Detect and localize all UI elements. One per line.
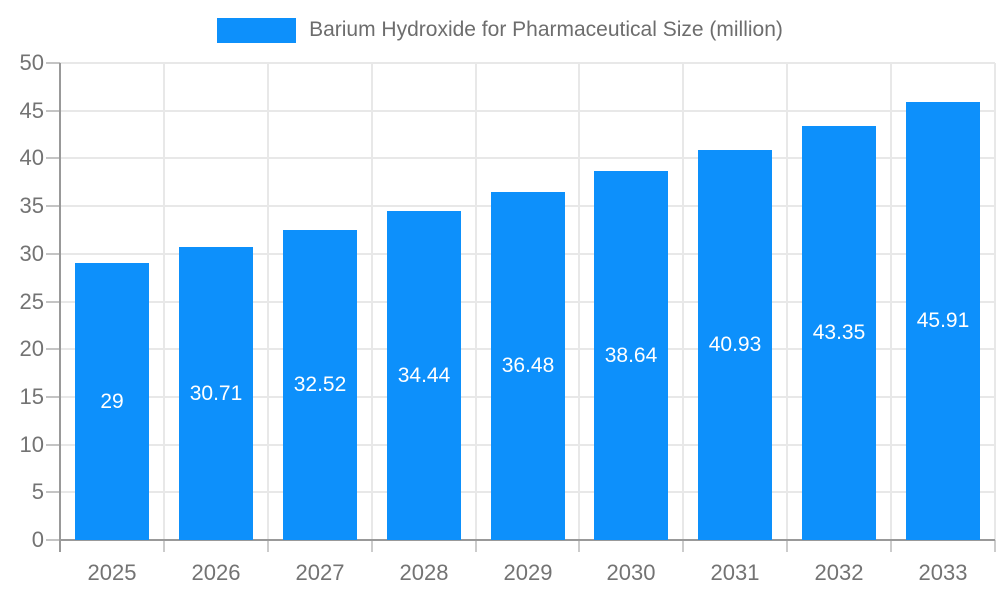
gridline-vertical: [162, 63, 165, 540]
y-axis-tick-label: 0: [31, 527, 44, 552]
bar-2029[interactable]: [491, 192, 565, 540]
gridline-horizontal: [60, 62, 995, 64]
y-axis-tick: [46, 205, 60, 208]
x-axis-tick-label: 2029: [503, 560, 553, 585]
x-axis-tick-label: 2026: [191, 560, 241, 585]
y-axis-tick-label: 15: [19, 383, 44, 409]
gridline-vertical: [578, 63, 581, 540]
bar-value-label: 43.35: [812, 321, 866, 344]
bar-value-label: 38.64: [604, 344, 658, 367]
bar-2031[interactable]: [698, 150, 772, 540]
gridline-vertical: [682, 63, 685, 540]
y-axis-tick: [46, 348, 60, 351]
y-axis-tick-label: 10: [19, 431, 44, 457]
y-axis-tick-label: 20: [19, 336, 44, 362]
x-axis-tick: [994, 540, 996, 552]
y-axis-tick: [46, 109, 60, 112]
gridline-vertical: [266, 63, 269, 540]
gridline-vertical: [890, 63, 893, 540]
y-axis-tick: [46, 62, 60, 64]
x-axis-tick-label: 2030: [606, 560, 656, 585]
x-axis-tick: [370, 540, 373, 552]
y-axis-tick: [46, 252, 60, 255]
bar-value-label: 29: [100, 390, 124, 413]
x-axis-tick: [162, 540, 165, 552]
gridline-vertical: [474, 63, 477, 540]
y-axis-tick: [46, 300, 60, 303]
y-axis-tick-label: 45: [19, 97, 44, 123]
y-axis-tick-label: 50: [19, 50, 44, 75]
legend-swatch: [217, 17, 297, 43]
bar-2027[interactable]: [283, 230, 357, 540]
x-axis-tick-label: 2033: [918, 560, 968, 585]
bar-2033[interactable]: [906, 102, 980, 540]
x-axis-tick: [266, 540, 269, 552]
y-axis-line: [59, 63, 61, 552]
y-axis-tick: [46, 157, 60, 160]
y-axis-tick-label: 25: [19, 288, 44, 314]
y-axis-tick-label: 35: [19, 193, 44, 219]
y-axis-tick: [46, 395, 60, 398]
x-axis-tick: [890, 540, 893, 552]
x-axis-tick-label: 2028: [399, 560, 449, 585]
x-axis-tick: [786, 540, 789, 552]
x-axis-tick: [474, 540, 477, 552]
bar-value-label: 45.91: [916, 309, 970, 332]
x-axis-tick-label: 2032: [814, 560, 864, 585]
gridline-horizontal: [60, 109, 995, 112]
bar-value-label: 34.44: [397, 364, 451, 387]
bar-2032[interactable]: [802, 126, 876, 540]
x-axis-tick: [682, 540, 685, 552]
y-axis-tick-label: 5: [31, 479, 44, 505]
bar-value-label: 40.93: [708, 333, 762, 356]
y-axis-tick: [46, 539, 60, 541]
legend-label: Barium Hydroxide for Pharmaceutical Size…: [309, 18, 783, 41]
bar-2025[interactable]: [75, 263, 149, 540]
x-axis-tick-label: 2031: [710, 560, 760, 585]
bar-2028[interactable]: [387, 211, 461, 540]
y-axis-tick: [46, 491, 60, 494]
y-axis-tick-label: 40: [19, 145, 44, 171]
bar-2026[interactable]: [179, 247, 253, 540]
y-axis-tick: [46, 443, 60, 446]
bar-value-label: 32.52: [293, 373, 347, 396]
bar-value-label: 36.48: [501, 354, 555, 377]
gridline-vertical: [786, 63, 789, 540]
gridline-vertical: [994, 63, 996, 540]
chart-legend[interactable]: Barium Hydroxide for Pharmaceutical Size…: [0, 17, 1000, 43]
gridline-vertical: [370, 63, 373, 540]
gridline-horizontal: [60, 157, 995, 160]
x-axis-tick-label: 2025: [87, 560, 137, 585]
y-axis-tick-label: 30: [19, 240, 44, 266]
x-axis-tick: [578, 540, 581, 552]
bar-value-label: 30.71: [189, 382, 243, 405]
x-axis-line: [60, 539, 995, 541]
bar-2030[interactable]: [594, 171, 668, 540]
x-axis-tick-label: 2027: [295, 560, 345, 585]
